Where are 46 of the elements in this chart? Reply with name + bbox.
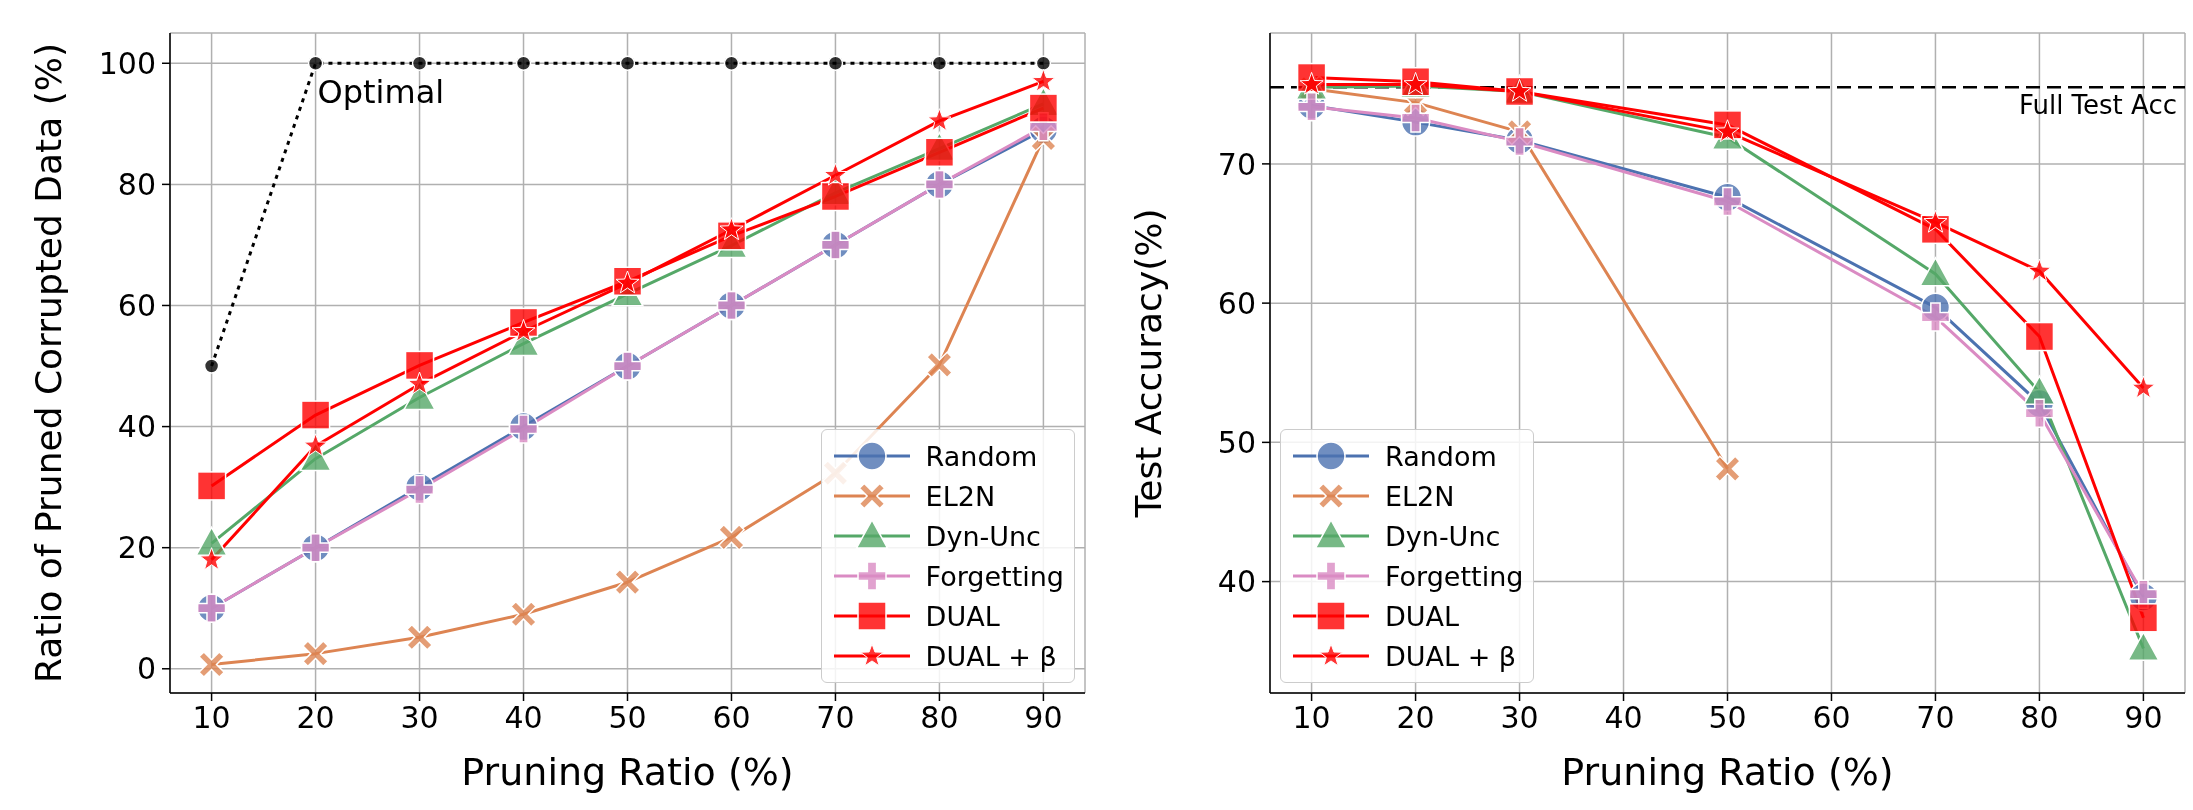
legend-label: Forgetting (925, 560, 1064, 592)
x-tick-label: 20 (296, 700, 335, 736)
x-tick-label: 50 (608, 700, 647, 736)
y-tick-label: 20 (117, 530, 156, 566)
legend-label: DUAL + β (925, 640, 1057, 672)
x-tick-label: 60 (1812, 700, 1851, 736)
x-tick-label: 70 (816, 700, 855, 736)
x-axis-title: Pruning Ratio (%) (461, 750, 794, 794)
x-axis-title: Pruning Ratio (%) (1561, 750, 1894, 794)
x-tick-label: 90 (1024, 700, 1063, 736)
y-tick-label: 60 (1217, 285, 1256, 321)
legend-label: DUAL (925, 600, 1000, 632)
x-tick-label: 30 (400, 700, 439, 736)
y-axis-title: Test Accuracy(%) (1127, 208, 1169, 519)
legend-label: EL2N (925, 480, 996, 512)
x-tick-label: 40 (504, 700, 543, 736)
legend-label: Random (925, 440, 1038, 472)
legend-label: Forgetting (1385, 560, 1524, 592)
x-tick-label: 70 (1916, 700, 1955, 736)
y-axis-title: Ratio of Pruned Corrupted Data (%) (27, 42, 69, 684)
y-tick-label: 0 (136, 651, 156, 687)
x-tick-label: 60 (712, 700, 751, 736)
x-tick-label: 40 (1604, 700, 1643, 736)
legend-label: DUAL (1385, 600, 1460, 632)
y-tick-label: 80 (117, 167, 156, 203)
x-tick-label: 90 (2124, 700, 2163, 736)
legend-label: DUAL + β (1385, 640, 1517, 672)
y-tick-label: 70 (1217, 146, 1256, 182)
x-tick-label: 30 (1500, 700, 1539, 736)
y-tick-label: 40 (117, 409, 156, 445)
legend-label: Random (1385, 440, 1497, 472)
y-tick-label: 40 (1217, 564, 1256, 600)
legend-label: Dyn-Unc (1385, 520, 1501, 552)
legend-label: EL2N (1385, 480, 1455, 512)
annotation: Optimal (317, 73, 445, 112)
x-tick-label: 50 (1708, 700, 1747, 736)
x-tick-label: 80 (2020, 700, 2059, 736)
x-tick-label: 80 (920, 700, 959, 736)
x-tick-label: 10 (192, 700, 231, 736)
ref-line-label: Full Test Acc (2018, 89, 2177, 120)
x-tick-label: 10 (1292, 700, 1331, 736)
y-tick-label: 100 (98, 45, 156, 81)
y-tick-label: 60 (117, 288, 156, 324)
legend-label: Dyn-Unc (925, 520, 1041, 552)
x-tick-label: 20 (1396, 700, 1435, 736)
y-tick-label: 50 (1217, 425, 1256, 461)
